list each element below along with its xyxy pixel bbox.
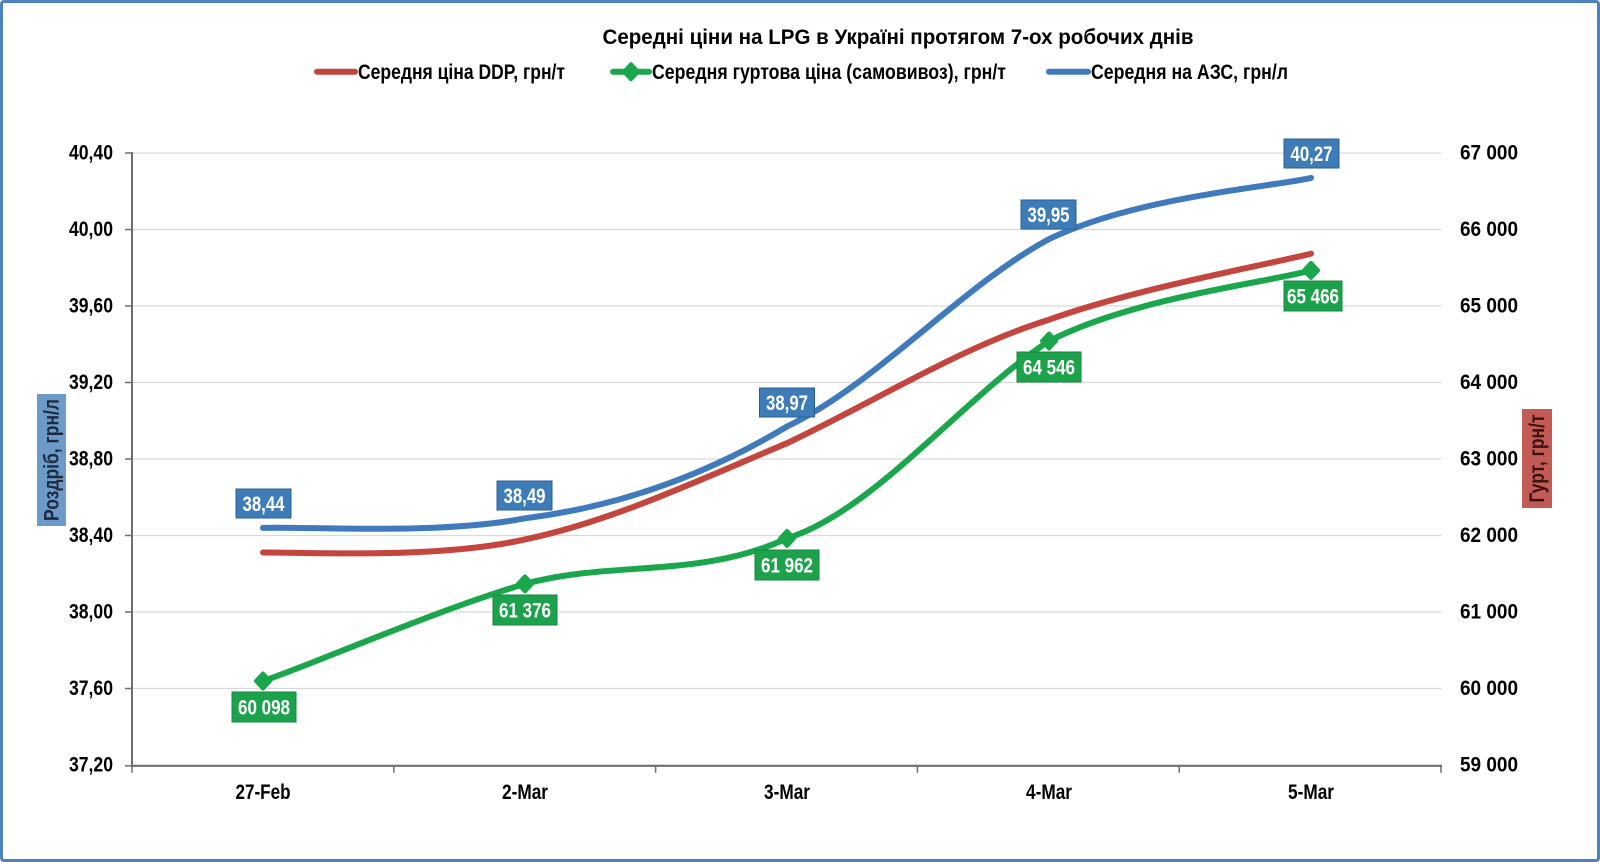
svg-text:60 000: 60 000 (1460, 677, 1518, 700)
svg-text:37,60: 37,60 (69, 677, 113, 700)
svg-text:64 546: 64 546 (1023, 357, 1075, 380)
svg-text:Роздріб, грн/л: Роздріб, грн/л (41, 399, 64, 521)
svg-text:4-Mar: 4-Mar (1026, 781, 1072, 804)
svg-text:Середня гуртова ціна (самовиво: Середня гуртова ціна (самовивоз), грн/т (652, 61, 1006, 84)
svg-text:61 962: 61 962 (761, 555, 813, 578)
svg-text:Середня ціна DDP, грн/т: Середня ціна DDP, грн/т (358, 61, 565, 84)
svg-text:38,97: 38,97 (766, 392, 808, 415)
svg-text:61 376: 61 376 (499, 600, 551, 623)
svg-text:38,40: 38,40 (69, 524, 113, 547)
svg-text:39,60: 39,60 (69, 294, 113, 317)
svg-text:40,40: 40,40 (69, 141, 113, 164)
svg-text:63 000: 63 000 (1460, 447, 1518, 470)
svg-text:Середні ціни на LPG в Україні: Середні ціни на LPG в Україні протягом 7… (603, 26, 1194, 49)
svg-text:62 000: 62 000 (1460, 524, 1518, 547)
svg-text:38,44: 38,44 (243, 493, 285, 516)
svg-text:Гурт, грн/т: Гурт, грн/т (1526, 415, 1549, 503)
svg-text:39,95: 39,95 (1028, 204, 1070, 227)
svg-text:3-Mar: 3-Mar (764, 781, 810, 804)
svg-text:65 466: 65 466 (1287, 286, 1339, 309)
svg-text:38,80: 38,80 (69, 447, 113, 470)
svg-text:2-Mar: 2-Mar (502, 781, 548, 804)
svg-text:37,20: 37,20 (69, 753, 113, 776)
svg-text:39,20: 39,20 (69, 371, 113, 394)
svg-text:60 098: 60 098 (238, 697, 290, 720)
svg-text:5-Mar: 5-Mar (1288, 781, 1334, 804)
svg-text:40,27: 40,27 (1291, 143, 1333, 166)
svg-text:Середня на АЗС, грн/л: Середня на АЗС, грн/л (1091, 61, 1288, 84)
svg-text:40,00: 40,00 (69, 218, 113, 241)
svg-text:38,00: 38,00 (69, 600, 113, 623)
svg-text:66 000: 66 000 (1460, 218, 1518, 241)
svg-text:27-Feb: 27-Feb (236, 781, 291, 804)
svg-text:64 000: 64 000 (1460, 371, 1518, 394)
svg-text:67 000: 67 000 (1460, 141, 1518, 164)
svg-text:61 000: 61 000 (1460, 600, 1518, 623)
svg-text:59 000: 59 000 (1460, 753, 1518, 776)
svg-text:38,49: 38,49 (504, 485, 546, 508)
svg-text:65 000: 65 000 (1460, 294, 1518, 317)
